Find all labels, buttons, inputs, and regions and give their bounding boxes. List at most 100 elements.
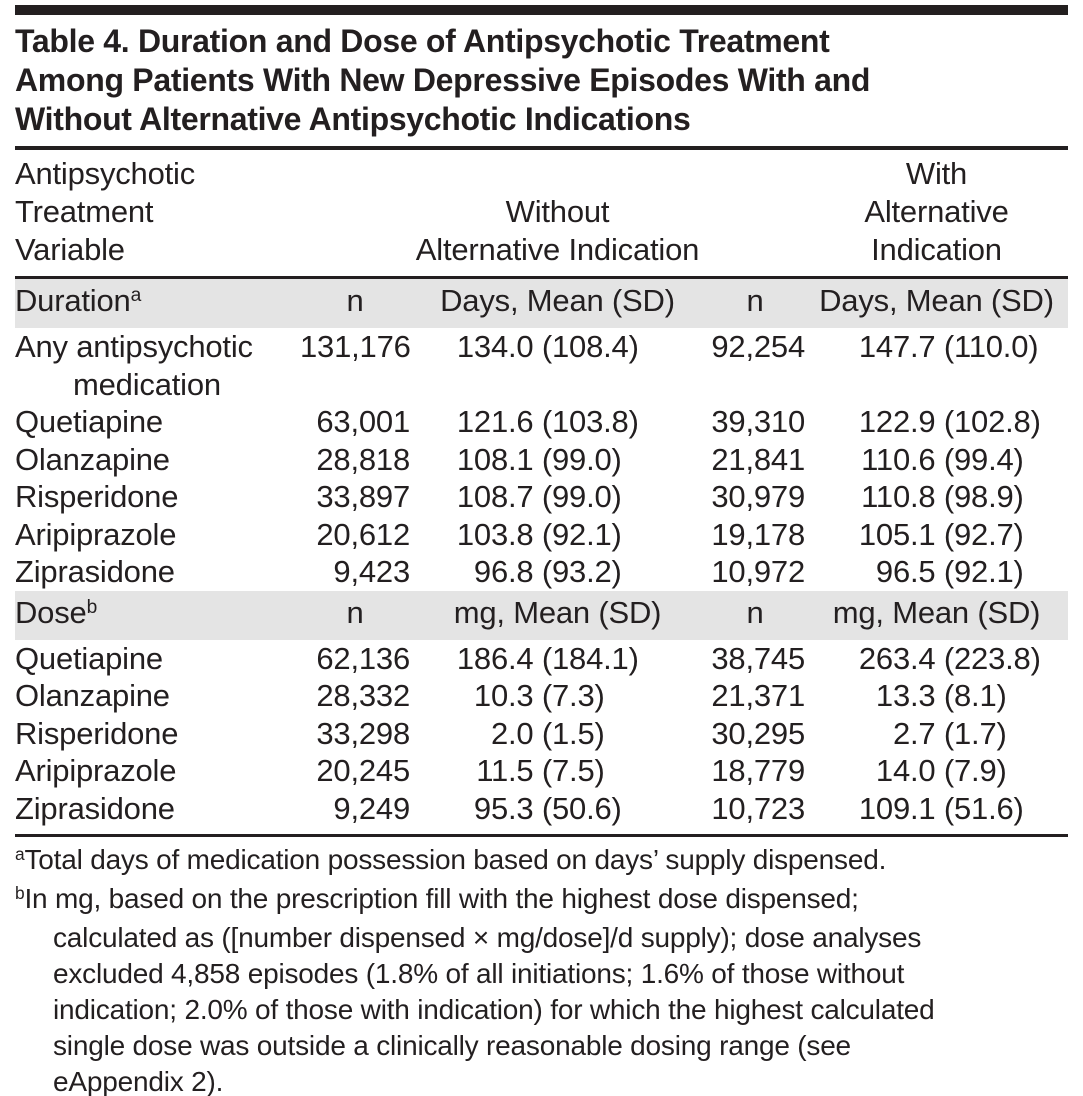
with-n-value: 21,371 — [711, 678, 805, 713]
mean-integer-part: 108 — [456, 479, 508, 514]
mean-fraction-sd-part: .6 (103.8) — [508, 404, 639, 439]
with-n-value: 38,745 — [711, 640, 805, 676]
mean-fraction-sd-part: .1 (99.0) — [508, 441, 622, 477]
section-label: Durationa — [15, 277, 300, 328]
with-mean-sd-value: 263.4 (223.8) — [805, 640, 1068, 678]
footnotes: aTotal days of medication possession bas… — [15, 842, 1068, 1096]
drug-name-cell: Any antipsychotic medication — [15, 329, 253, 402]
mean-fraction-sd-part: .0 (7.9) — [910, 753, 1007, 788]
mean-integer-part: 134 — [456, 329, 508, 364]
title-rule — [15, 146, 1068, 150]
footnote-a: aTotal days of medication possession bas… — [15, 844, 887, 875]
table-title: Table 4. Duration and Dose of Antipsycho… — [15, 23, 871, 137]
table-row: Aripiprazole 20,612 103.8 (92.1) 19,178 105.… — [15, 516, 1068, 554]
with-n-value: 10,723 — [711, 790, 805, 826]
mean-fraction-sd-part: .3 (8.1) — [910, 678, 1007, 713]
with-mean-sd-value: 110.6 (99.4) — [805, 441, 1068, 479]
footnote-marker: a — [15, 844, 25, 865]
with-mean-sd-value: 110.8 (98.9) — [805, 478, 1068, 516]
with-mean-sd-value: 13.3 (8.1) — [805, 677, 1068, 715]
with-n-value: 18,779 — [711, 753, 805, 788]
mean-sd-column-header: mg, Mean (SD) — [410, 590, 705, 640]
mean-fraction-sd-part: .0 (108.4) — [508, 329, 639, 364]
section-label: Doseb — [15, 590, 300, 640]
table-row: Olanzapine 28,332 10.3 (7.3) 21,371 13.3 (8.… — [15, 677, 1068, 715]
header-row: Antipsychotic Treatment Variable Without Al… — [15, 150, 1068, 279]
table-row: Ziprasidone 9,249 95.3 (50.6) 10,723 109.1 (… — [15, 790, 1068, 828]
footnote-marker: b — [15, 883, 25, 904]
section-header-row-duration: Durationa n Days, Mean (SD) n Days, Mean (SD… — [15, 277, 1068, 328]
table-row: Olanzapine 28,818 108.1 (99.0) 21,841 110.6 … — [15, 441, 1068, 479]
mean-integer-part: 110 — [861, 479, 910, 514]
mean-fraction-sd-part: .4 (223.8) — [910, 640, 1041, 676]
drug-name-cell: Risperidone — [15, 715, 179, 751]
mean-integer-part: 122 — [858, 404, 910, 439]
top-rule — [15, 5, 1068, 15]
drug-name-cell: Risperidone — [15, 479, 179, 514]
mean-integer-part: 2 — [490, 715, 508, 751]
mean-integer-part: 95 — [473, 790, 508, 826]
without-mean-sd-value: 96.8 (93.2) — [410, 553, 705, 591]
mean-fraction-sd-part: .1 (51.6) — [910, 790, 1024, 826]
mean-integer-part: 103 — [456, 516, 508, 552]
without-n-value: 62,136 — [316, 640, 410, 676]
drug-name-cell: Quetiapine — [15, 404, 163, 439]
drug-name-cell: Ziprasidone — [15, 790, 175, 826]
mean-fraction-sd-part: .8 (98.9) — [910, 479, 1024, 514]
header-spacer-1 — [300, 150, 410, 279]
without-mean-sd-value: 103.8 (92.1) — [410, 516, 705, 554]
drug-name-cell: Quetiapine — [15, 640, 163, 676]
mean-fraction-sd-part: .8 (93.2) — [508, 554, 622, 589]
with-mean-sd-value: 96.5 (92.1) — [805, 553, 1068, 591]
n-column-header: n — [300, 277, 410, 328]
without-mean-sd-value: 2.0 (1.5) — [410, 715, 705, 753]
group-header-without: Without Alternative Indication — [410, 150, 705, 279]
drug-name-cell: Aripiprazole — [15, 753, 177, 788]
table-row: Quetiapine 62,136 186.4 (184.1) 38,745 263.4… — [15, 640, 1068, 678]
without-n-value: 9,423 — [333, 554, 410, 589]
mean-integer-part: 10 — [473, 678, 508, 713]
mean-fraction-sd-part: .5 (7.5) — [508, 753, 605, 788]
table-row: Aripiprazole 20,245 11.5 (7.5) 18,779 14.0 (… — [15, 752, 1068, 790]
mean-fraction-sd-part: .3 (50.6) — [508, 790, 622, 826]
with-n-value: 39,310 — [711, 404, 805, 439]
with-mean-sd-value: 147.7 (110.0) — [805, 328, 1068, 403]
with-n-value: 92,254 — [711, 329, 805, 364]
stub-header: Antipsychotic Treatment Variable — [15, 150, 300, 279]
with-n-value: 19,178 — [711, 516, 805, 552]
footnote-marker: b — [86, 596, 98, 618]
header-spacer-2 — [705, 150, 805, 279]
with-mean-sd-value: 122.9 (102.8) — [805, 403, 1068, 441]
table-row: Quetiapine 63,001 121.6 (103.8) 39,310 122.9… — [15, 403, 1068, 441]
mean-integer-part: 96 — [875, 554, 910, 589]
with-mean-sd-value: 14.0 (7.9) — [805, 752, 1068, 790]
mean-integer-part: 11 — [476, 753, 508, 788]
mean-integer-part: 121 — [456, 404, 508, 439]
mean-integer-part: 14 — [875, 753, 910, 788]
group-header-with: With Alternative Indication — [805, 150, 1068, 279]
mean-integer-part: 147 — [858, 329, 910, 364]
without-mean-sd-value: 108.1 (99.0) — [410, 441, 705, 479]
drug-name-cell: Ziprasidone — [15, 554, 175, 589]
n-column-header: n — [705, 590, 805, 640]
mean-sd-column-header: mg, Mean (SD) — [805, 590, 1068, 640]
footnote-rule — [15, 834, 1068, 837]
with-mean-sd-value: 2.7 (1.7) — [805, 715, 1068, 753]
table-header: Antipsychotic Treatment Variable Without Al… — [15, 150, 1068, 279]
mean-integer-part: 186 — [456, 640, 508, 676]
mean-fraction-sd-part: .9 (102.8) — [910, 404, 1041, 439]
without-n-value: 33,298 — [316, 715, 410, 751]
with-n-value: 30,979 — [711, 479, 805, 514]
with-mean-sd-value: 109.1 (51.6) — [805, 790, 1068, 828]
without-mean-sd-value: 95.3 (50.6) — [410, 790, 705, 828]
mean-fraction-sd-part: .3 (7.3) — [508, 678, 605, 713]
with-n-value: 10,972 — [711, 554, 805, 589]
without-n-value: 20,245 — [316, 753, 410, 788]
without-mean-sd-value: 121.6 (103.8) — [410, 403, 705, 441]
mean-integer-part: 105 — [858, 516, 910, 552]
mean-sd-column-header: Days, Mean (SD) — [410, 277, 705, 328]
without-mean-sd-value: 108.7 (99.0) — [410, 478, 705, 516]
with-n-value: 30,295 — [711, 715, 805, 751]
mean-fraction-sd-part: .6 (99.4) — [910, 441, 1024, 477]
mean-integer-part: 96 — [473, 554, 508, 589]
